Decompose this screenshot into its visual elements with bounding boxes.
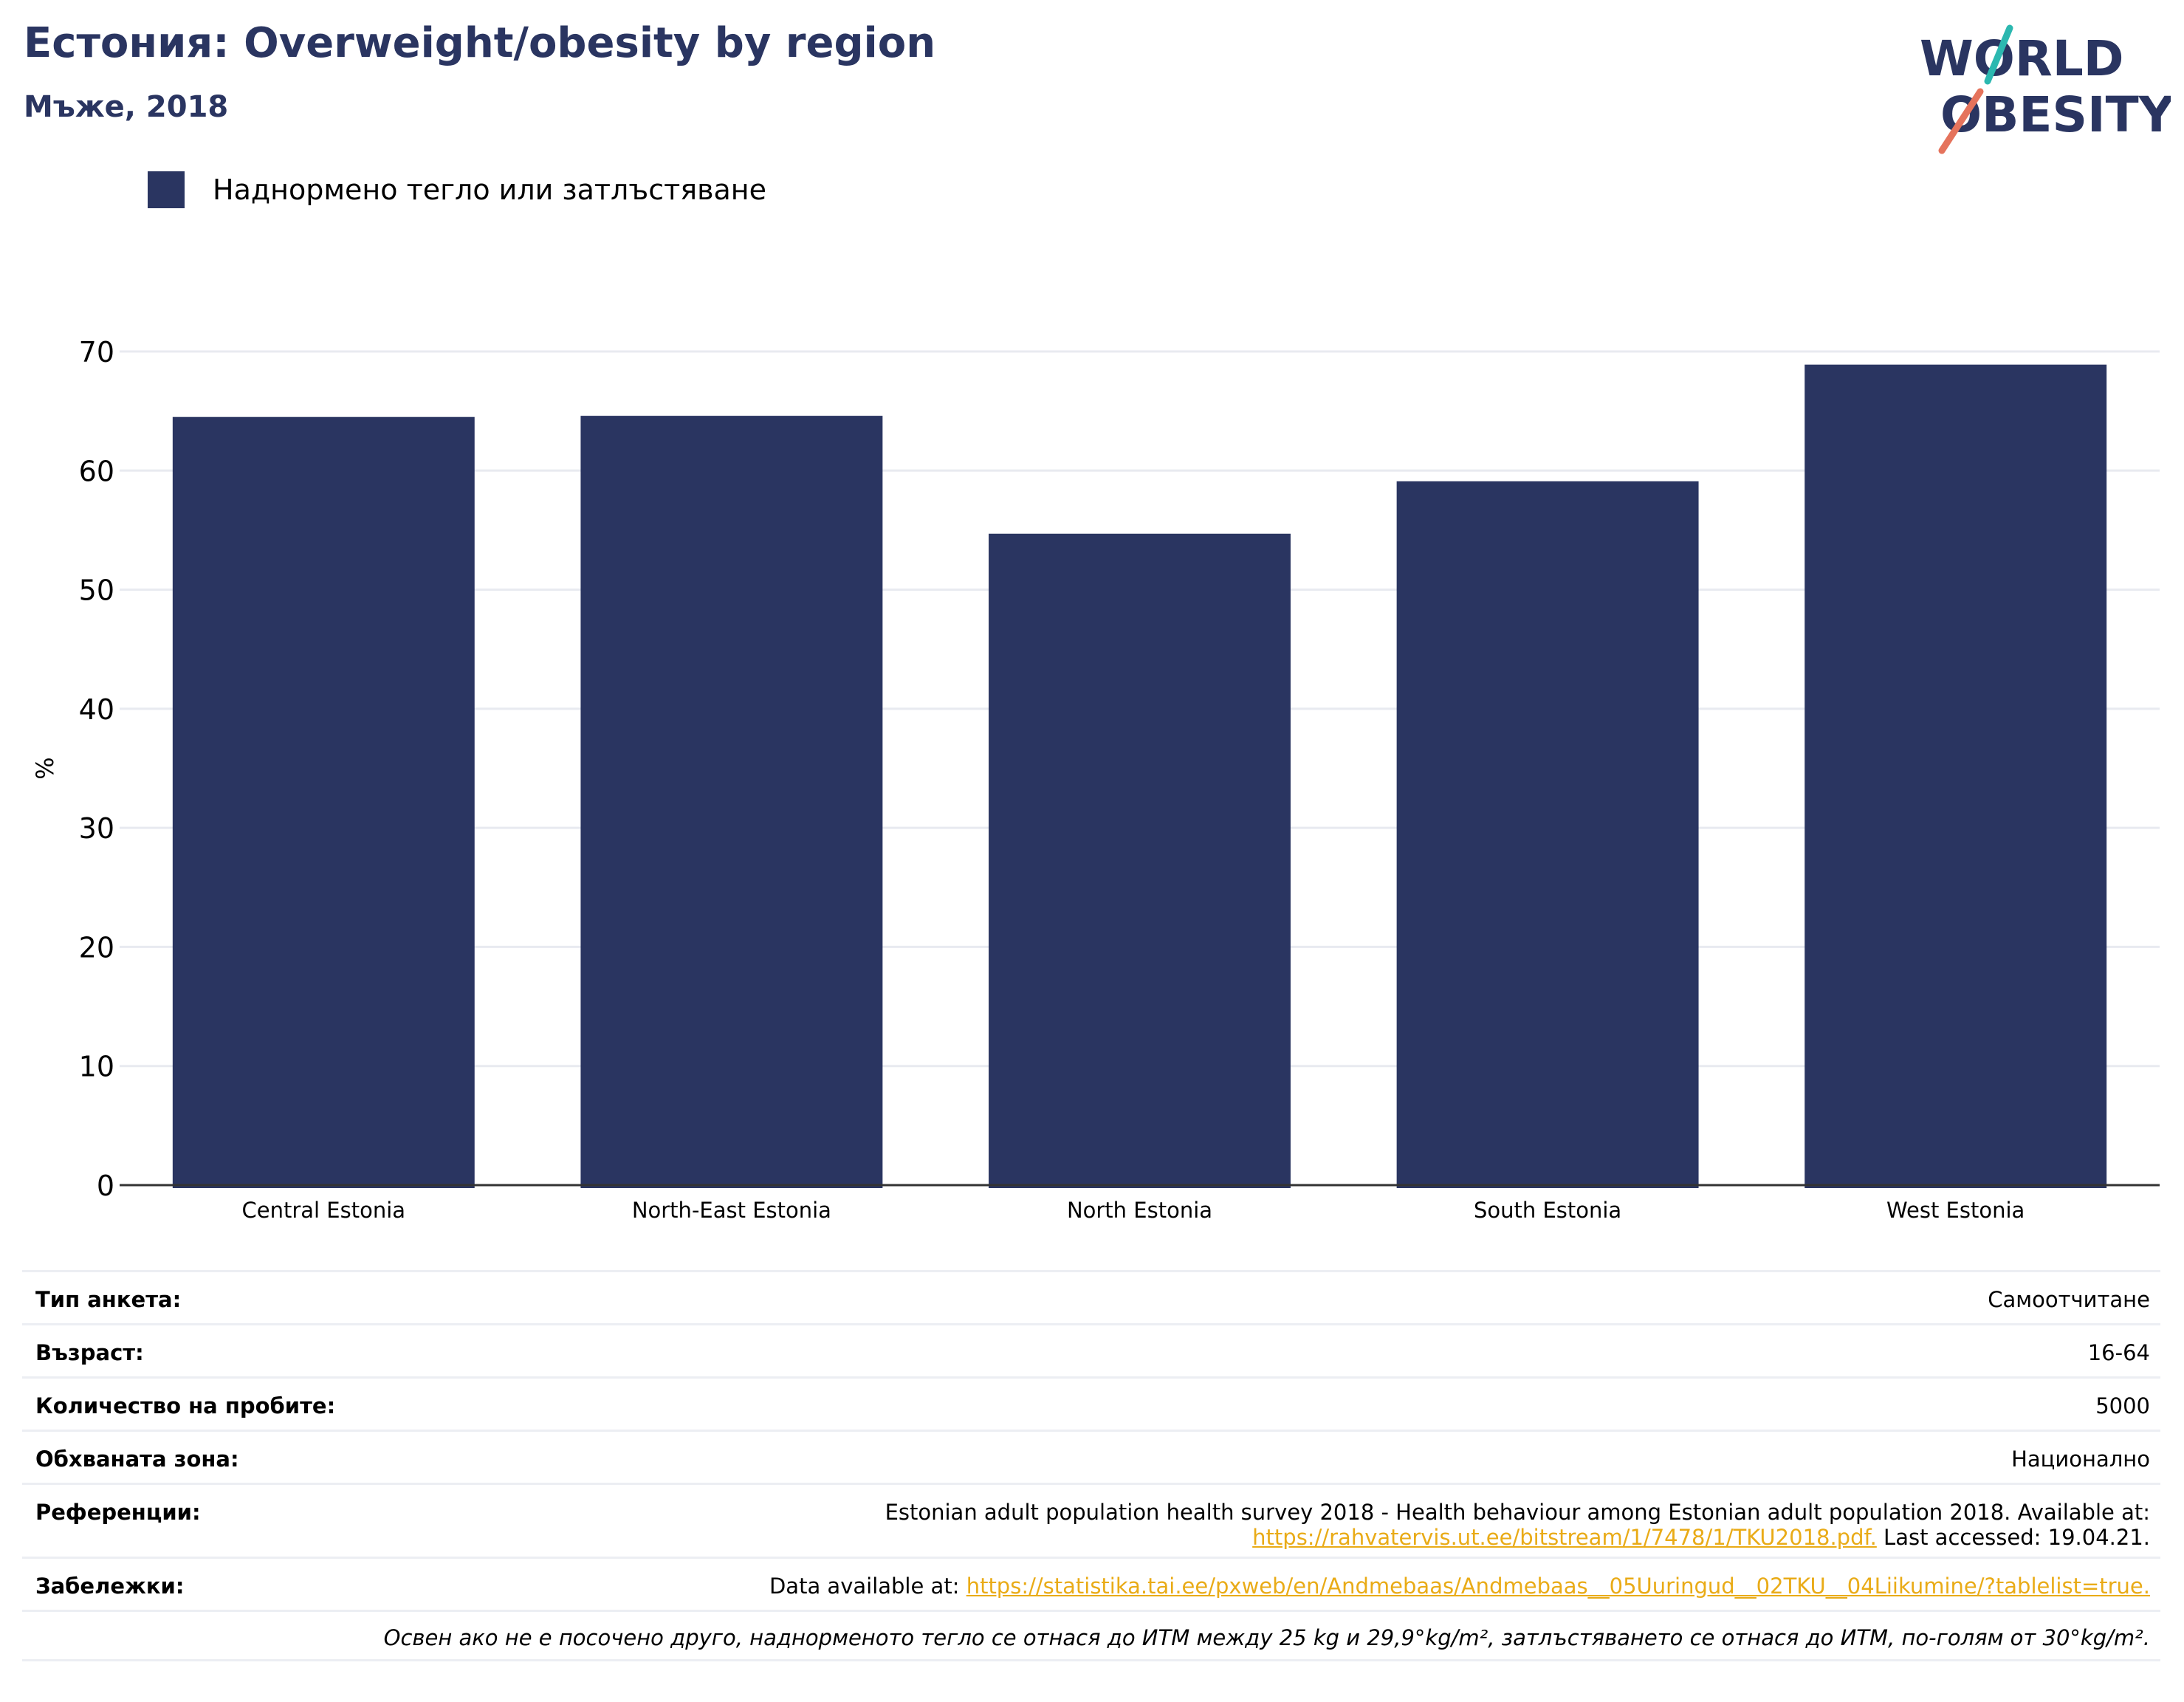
logo-coral-slash: [1938, 88, 1984, 154]
info-row-survey-type: Тип анкета: Самоотчитане: [22, 1270, 2160, 1323]
legend-label: Наднормено тегло или затлъстяване: [213, 174, 766, 206]
references-link[interactable]: https://rahvatervis.ut.ee/bitstream/1/74…: [1252, 1525, 1877, 1550]
chart-subtitle: Мъже, 2018: [24, 90, 229, 124]
logo-teal-slash: [1984, 24, 2013, 85]
references-value: Estonian adult population health survey …: [885, 1485, 2160, 1550]
bar: [1396, 481, 1699, 1188]
survey-type-label: Тип анкета:: [35, 1287, 182, 1312]
x-category-label: North-East Estonia: [632, 1198, 831, 1223]
y-tick-label: 30: [79, 812, 114, 845]
info-row-notes: Забележки: Data available at: https://st…: [22, 1557, 2160, 1610]
bar: [989, 533, 1291, 1188]
y-tick-label: 60: [79, 455, 114, 487]
bmi-footnote: Освен ако не е посочено друго, наднормен…: [22, 1610, 2160, 1661]
coverage-value: Национално: [2011, 1447, 2150, 1472]
legend-swatch: [148, 171, 185, 208]
bar: [1804, 364, 2107, 1188]
y-tick-label: 40: [79, 693, 114, 726]
logo-world-text: WORLD: [1920, 30, 2124, 87]
notes-text: Data available at:: [769, 1574, 966, 1599]
notes-value: Data available at: https://statistika.ta…: [769, 1559, 2160, 1599]
coverage-label: Обхваната зона:: [35, 1447, 239, 1472]
x-category-label: South Estonia: [1474, 1198, 1621, 1223]
bar-chart: 0 10 20 30 40 50 60 70% Central Estonia North-Eas…: [31, 336, 2160, 1223]
notes-link[interactable]: https://statistika.tai.ee/pxweb/en/Andme…: [966, 1574, 2150, 1599]
info-row-coverage: Обхваната зона: Национално: [22, 1430, 2160, 1483]
info-row-references: Референции: Estonian adult population he…: [22, 1483, 2160, 1557]
y-tick-label: 0: [97, 1170, 114, 1202]
references-accessed: Last accessed: 19.04.21.: [1876, 1525, 2150, 1550]
info-row-age: Възраст: 16-64: [22, 1323, 2160, 1376]
chart-title: Естония: Overweight/obesity by region: [24, 19, 936, 67]
y-tick-label: 70: [79, 336, 114, 368]
y-tick-label: 10: [79, 1051, 114, 1083]
chart-legend: Наднормено тегло или затлъстяване: [148, 171, 766, 208]
x-category-label: West Estonia: [1886, 1198, 2025, 1223]
y-axis-label: %: [31, 757, 59, 779]
info-row-sample: Количество на пробите: 5000: [22, 1376, 2160, 1430]
age-label: Възраст:: [35, 1340, 144, 1365]
bar: [580, 416, 883, 1189]
world-obesity-logo: WORLD OBESITY: [1920, 24, 2171, 154]
x-category-label: North Estonia: [1067, 1198, 1212, 1223]
notes-label: Забележки:: [35, 1574, 185, 1599]
y-tick-label: 50: [79, 574, 114, 607]
survey-info-table: Тип анкета: Самоотчитане Възраст: 16-64 …: [22, 1270, 2160, 1661]
sample-value: 5000: [2095, 1393, 2150, 1418]
y-tick-label: 20: [79, 931, 114, 964]
x-category-label: Central Estonia: [242, 1198, 406, 1223]
sample-label: Количество на пробите:: [35, 1393, 336, 1418]
age-value: 16-64: [2087, 1340, 2150, 1365]
survey-type-value: Самоотчитане: [1988, 1287, 2150, 1312]
references-text: Estonian adult population health survey …: [885, 1500, 2150, 1525]
references-label: Референции:: [35, 1500, 201, 1525]
bar: [172, 416, 475, 1188]
